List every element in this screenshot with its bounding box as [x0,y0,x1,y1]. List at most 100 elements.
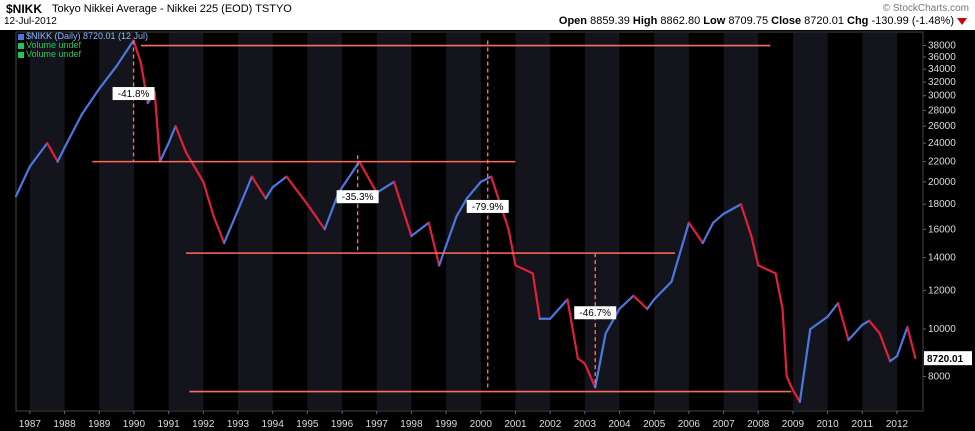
x-tick-label: 2012 [886,419,909,430]
price-segment [895,325,909,358]
price-segment [576,357,586,365]
price-segment [410,221,430,238]
year-stripe [29,33,65,410]
y-tick-label: 16000 [928,224,956,235]
price-segment [337,160,361,194]
year-stripe [654,33,689,410]
price-segment [687,221,704,245]
year-stripe [307,33,343,410]
price-segment [323,191,340,231]
x-tick-label: 2008 [747,419,770,430]
price-segment [132,39,142,65]
price-segment [212,215,226,245]
price-segment [392,180,413,238]
y-tick-label: 20000 [928,177,956,188]
year-stripe [723,33,759,410]
exchange-code: TSTYO [255,3,292,15]
legend-label-volume-2: Volume undef [26,49,82,59]
open-label: Open [558,15,588,27]
high-label: High [632,15,658,27]
y-tick-label: 28000 [928,105,956,116]
low-label: Low [703,15,726,27]
low-value: 8709.75 [728,15,769,27]
volume-swatch-icon [18,51,24,58]
year-stripe [862,33,897,410]
price-segment [739,203,753,238]
price-segment [868,319,881,335]
year-stripe [515,33,551,410]
price-swatch-icon [18,33,24,40]
x-tick-label: 1992 [192,419,215,430]
price-segment [583,362,597,389]
chart-date: 12-Jul-2012 [4,16,57,27]
price-segment [56,146,66,163]
price-segment [594,332,607,389]
price-segment [507,228,517,267]
x-tick-label: 2011 [852,419,874,430]
price-segment [701,221,715,245]
x-tick-label: 1987 [19,419,42,430]
price-segment [427,221,441,267]
price-segment [438,215,458,267]
drawdown-label: -41.8% [118,89,150,100]
price-segment [785,375,795,392]
price-segment [306,203,326,231]
price-segment [549,298,569,320]
price-segment [358,160,378,194]
x-tick-label: 2003 [574,419,597,430]
price-segment [271,175,288,189]
x-tick-label: 1989 [88,419,111,430]
drawdown-label-box [336,190,379,204]
price-segment [791,389,801,403]
price-segment [670,221,690,283]
chart-header: $NIKK Tokyo Nikkei Average - Nikkei 225 … [0,0,975,30]
x-tick-label: 2000 [470,419,493,430]
price-segment [878,332,892,363]
price-segment [80,87,101,116]
price-segment [264,186,274,200]
legend-item-price: $NIKK (Daily) 8720.01 (12 Jul) [18,32,148,41]
y-tick-label: 22000 [928,157,956,168]
price-segment [479,175,493,183]
open-value: 8859.39 [590,15,630,27]
x-tick-label: 2005 [643,419,666,430]
brand-logo[interactable]: © StockCharts.com [882,3,969,14]
price-segment [757,264,777,275]
drawdown-label-box [466,199,509,213]
last-value-box [924,351,972,366]
symbol-label: $NIKK [6,2,43,16]
legend-label-price: $NIKK (Daily) 8720.01 (12 Jul) [26,31,149,41]
y-tick-label: 12000 [928,285,956,296]
drawdown-label-box [112,87,155,101]
price-segment [798,327,812,403]
price-segment [826,302,840,318]
price-segment [781,307,788,378]
price-segment [646,298,656,310]
y-tick-label: 36000 [928,52,956,63]
volume-swatch-icon [18,42,24,49]
x-tick-label: 2001 [504,419,527,430]
drawdown-label-box [574,306,617,320]
x-tick-label: 2004 [608,419,631,430]
price-segment [28,142,49,168]
x-tick-label: 1997 [366,419,389,430]
year-stripe [792,33,828,410]
price-segment [184,151,205,183]
price-segment [153,91,162,163]
price-segment [158,142,170,163]
down-arrow-icon [957,17,967,25]
price-chart[interactable]: 8000 10000 12000 14000 16000 18000 20000 22000 2… [0,30,975,431]
price-segment [750,234,760,267]
price-segment [566,298,579,360]
x-tick-label: 1990 [123,419,146,430]
legend-item-volume-2: Volume undef [18,50,148,59]
y-tick-label: 24000 [928,138,956,149]
drawdown-label: -35.3% [342,192,374,203]
y-tick-label: 26000 [928,121,956,132]
y-tick-label: 32000 [928,77,956,88]
drawdown-label: -46.7% [579,308,611,319]
price-segment [375,180,396,194]
x-tick-label: 1999 [435,419,458,430]
year-stripe [237,33,273,410]
price-segment [809,315,829,331]
